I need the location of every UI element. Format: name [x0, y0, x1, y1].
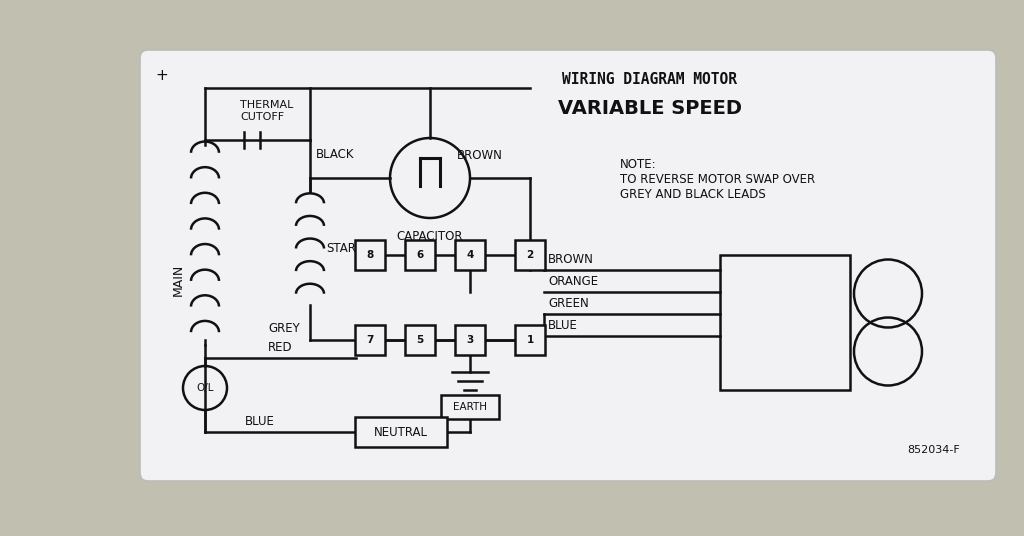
Text: START: START — [326, 242, 362, 255]
Text: 1: 1 — [526, 335, 534, 345]
Text: GREEN: GREEN — [548, 297, 589, 310]
Text: WIRING DIAGRAM MOTOR: WIRING DIAGRAM MOTOR — [562, 72, 737, 87]
Text: EARTH: EARTH — [453, 402, 487, 412]
FancyBboxPatch shape — [455, 325, 485, 355]
FancyBboxPatch shape — [406, 240, 435, 270]
Text: 852034-F: 852034-F — [907, 445, 961, 455]
Text: TO REVERSE MOTOR SWAP OVER: TO REVERSE MOTOR SWAP OVER — [620, 173, 815, 186]
Text: ORANGE: ORANGE — [548, 275, 598, 288]
FancyBboxPatch shape — [355, 240, 385, 270]
Text: GREY AND BLACK LEADS: GREY AND BLACK LEADS — [620, 188, 766, 201]
Bar — [720, 255, 850, 390]
Text: GREY: GREY — [268, 322, 300, 335]
Text: 2: 2 — [526, 250, 534, 260]
Text: BROWN: BROWN — [457, 149, 503, 162]
Text: +: + — [156, 68, 168, 83]
Text: NOTE:: NOTE: — [620, 158, 656, 171]
FancyBboxPatch shape — [515, 240, 545, 270]
FancyBboxPatch shape — [515, 325, 545, 355]
Text: RED: RED — [267, 341, 292, 354]
Text: THERMAL
CUTOFF: THERMAL CUTOFF — [240, 100, 293, 122]
FancyBboxPatch shape — [355, 417, 447, 447]
Text: MAIN: MAIN — [171, 264, 184, 296]
FancyBboxPatch shape — [441, 395, 499, 419]
FancyBboxPatch shape — [140, 50, 996, 481]
FancyBboxPatch shape — [455, 240, 485, 270]
Text: 4: 4 — [466, 250, 474, 260]
Text: 6: 6 — [417, 250, 424, 260]
Text: O/L: O/L — [197, 383, 214, 393]
Text: BLACK: BLACK — [316, 148, 354, 161]
Text: CAPACITOR: CAPACITOR — [396, 230, 463, 243]
Text: 8: 8 — [367, 250, 374, 260]
FancyBboxPatch shape — [406, 325, 435, 355]
Text: 3: 3 — [466, 335, 474, 345]
Text: 7: 7 — [367, 335, 374, 345]
Text: 5: 5 — [417, 335, 424, 345]
Text: BLUE: BLUE — [245, 415, 274, 428]
Text: NEUTRAL: NEUTRAL — [374, 426, 428, 438]
FancyBboxPatch shape — [355, 325, 385, 355]
Text: BROWN: BROWN — [548, 253, 594, 266]
Text: VARIABLE SPEED: VARIABLE SPEED — [558, 99, 742, 117]
Text: BLUE: BLUE — [548, 319, 578, 332]
